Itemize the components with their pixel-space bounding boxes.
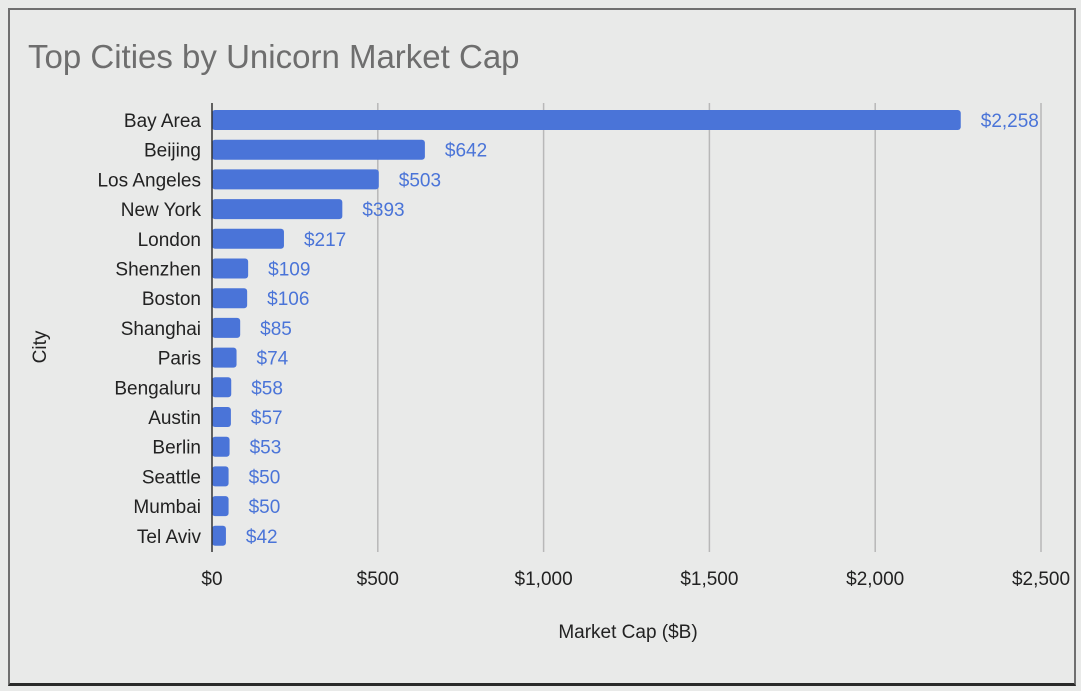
- category-label: Austin: [148, 408, 201, 429]
- bar: [212, 317, 241, 338]
- x-tick-label: $2,000: [846, 569, 904, 590]
- category-label: Paris: [158, 349, 201, 370]
- bar: [212, 377, 232, 398]
- value-label: $50: [249, 497, 281, 518]
- bar: [212, 347, 237, 368]
- category-label: Bay Area: [124, 111, 202, 132]
- y-axis-title: City: [30, 330, 51, 363]
- value-label: $53: [250, 438, 282, 459]
- x-tick-label: $500: [357, 569, 399, 590]
- labels: $0 $500 $1,000 $1,500 $2,000 $2,500 Bay Area $2…: [97, 111, 1070, 590]
- category-label: Shanghai: [121, 319, 201, 340]
- x-tick-label: $0: [201, 569, 222, 590]
- bars: [212, 110, 961, 546]
- value-label: $109: [268, 260, 310, 281]
- category-label: Seattle: [142, 467, 201, 488]
- bar: [212, 258, 249, 279]
- gridlines: [377, 103, 1042, 552]
- category-label: Bengaluru: [114, 378, 201, 399]
- value-label: $85: [260, 319, 292, 340]
- bar: [212, 436, 230, 457]
- value-label: $58: [251, 378, 283, 399]
- value-label: $50: [249, 467, 281, 488]
- category-label: Mumbai: [133, 497, 201, 518]
- value-label: $42: [246, 527, 278, 548]
- category-label: London: [138, 230, 201, 251]
- category-label: Tel Aviv: [137, 527, 202, 548]
- bar: [212, 496, 229, 517]
- value-label: $106: [267, 289, 309, 310]
- bar: [212, 110, 961, 130]
- category-label: Shenzhen: [115, 260, 201, 281]
- bar: [212, 466, 229, 487]
- x-axis-title: Market Cap ($B): [558, 622, 697, 643]
- x-tick-label: $1,000: [515, 569, 573, 590]
- category-label: Los Angeles: [97, 170, 201, 191]
- value-label: $217: [304, 230, 346, 251]
- category-label: Boston: [142, 289, 201, 310]
- value-label: $74: [257, 349, 289, 370]
- bar: [212, 288, 248, 309]
- category-label: Beijing: [144, 141, 201, 162]
- value-label: $57: [251, 408, 283, 429]
- value-label: $503: [399, 170, 441, 191]
- x-tick-label: $1,500: [680, 569, 738, 590]
- category-label: Berlin: [152, 438, 201, 459]
- bar: [212, 525, 226, 546]
- x-tick-label: $2,500: [1012, 569, 1070, 590]
- bar: [212, 407, 231, 427]
- category-label: New York: [121, 200, 202, 221]
- bar: [212, 228, 284, 249]
- value-label: $2,258: [981, 111, 1039, 132]
- bar: [212, 139, 425, 160]
- bar: [212, 199, 343, 220]
- bar: [212, 169, 379, 190]
- chart-title: Top Cities by Unicorn Market Cap: [28, 38, 520, 75]
- value-label: $393: [362, 200, 404, 221]
- value-label: $642: [445, 141, 487, 162]
